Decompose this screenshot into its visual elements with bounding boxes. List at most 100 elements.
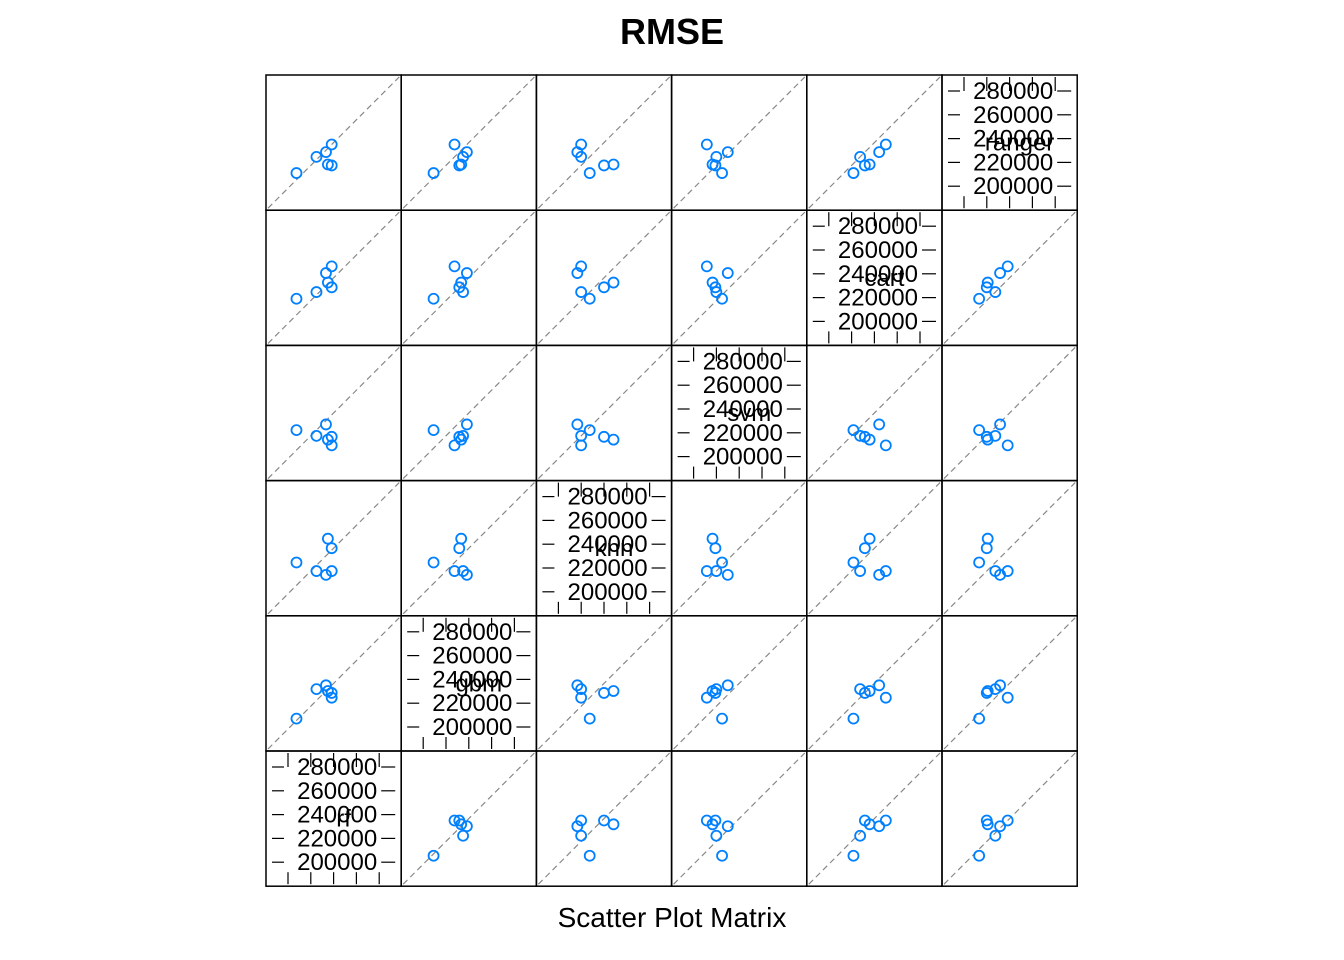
data-point — [854, 429, 867, 442]
data-point — [981, 532, 994, 545]
data-point — [709, 542, 722, 555]
diag-tick-label: 280000 — [297, 754, 377, 781]
reference-line — [402, 346, 535, 480]
data-point — [863, 158, 876, 171]
reference-line — [943, 211, 1076, 344]
data-point — [879, 565, 892, 577]
data-point — [575, 439, 588, 452]
variable-label-gbm: gbm — [455, 670, 502, 697]
variable-label-cart: cart — [864, 265, 904, 292]
diag-tick-label: 200000 — [432, 714, 512, 741]
variable-label-knn: knn — [595, 535, 634, 562]
diag-tick-label: 240000 — [432, 666, 512, 693]
diag-tick-label: 260000 — [973, 102, 1053, 129]
reference-line — [537, 211, 671, 344]
data-point — [583, 167, 596, 179]
data-point — [706, 276, 719, 289]
data-point — [455, 158, 468, 171]
data-point — [571, 267, 584, 279]
diag-tick-label: 200000 — [838, 308, 918, 335]
reference-line — [673, 482, 806, 615]
data-point — [973, 424, 986, 437]
data-point — [575, 814, 588, 827]
data-point — [879, 439, 892, 452]
data-point — [879, 814, 892, 827]
data-point — [583, 292, 596, 305]
data-point — [457, 829, 469, 842]
data-point — [721, 146, 734, 159]
data-point — [854, 829, 867, 842]
diag-tick-label: 240000 — [838, 261, 918, 288]
data-point — [427, 167, 440, 179]
data-point — [710, 829, 723, 842]
data-point — [325, 565, 338, 577]
data-point — [1001, 691, 1014, 704]
reference-line — [402, 482, 535, 615]
data-point — [453, 542, 466, 555]
diag-tick-label: 280000 — [568, 484, 648, 511]
data-point — [973, 849, 986, 862]
data-point — [873, 418, 886, 431]
data-point — [325, 260, 338, 273]
reference-line — [808, 752, 941, 885]
data-point — [575, 138, 588, 151]
variable-label-rf: rf — [336, 806, 351, 833]
reference-line — [537, 346, 671, 480]
data-point — [607, 433, 620, 446]
reference-line — [808, 76, 941, 209]
reference-line — [267, 211, 400, 344]
data-point — [873, 820, 886, 833]
data-point — [571, 679, 584, 692]
data-point — [980, 542, 993, 555]
chart-title: RMSE — [620, 11, 724, 52]
data-point — [321, 158, 334, 171]
data-point — [583, 849, 596, 862]
reference-line — [537, 76, 671, 209]
data-point — [460, 267, 473, 279]
data-point — [290, 424, 303, 437]
variable-label-svm: svm — [727, 400, 771, 427]
data-point — [448, 565, 461, 577]
reference-line — [808, 346, 941, 480]
diag-tick-label: 220000 — [703, 420, 783, 447]
data-point — [716, 556, 728, 569]
data-point — [994, 679, 1006, 692]
data-point — [427, 292, 440, 305]
data-point — [290, 556, 303, 569]
data-point — [716, 849, 728, 862]
data-point — [981, 685, 994, 697]
data-point — [598, 430, 610, 443]
reference-line — [673, 752, 806, 885]
data-point — [427, 556, 440, 569]
diag-tick-label: 260000 — [838, 237, 918, 264]
data-point — [310, 150, 323, 163]
data-point — [716, 167, 728, 179]
data-point — [981, 276, 994, 289]
reference-line — [267, 76, 400, 209]
data-point — [879, 138, 892, 151]
diag-tick-label: 280000 — [838, 213, 918, 240]
data-point — [460, 146, 473, 159]
data-point — [310, 683, 323, 696]
data-point — [973, 556, 986, 569]
data-point — [721, 267, 734, 279]
data-point — [290, 712, 303, 725]
diag-tick-label: 240000 — [568, 531, 648, 558]
data-point — [320, 418, 332, 431]
data-point — [700, 260, 713, 273]
data-point — [981, 433, 994, 446]
data-point — [873, 679, 886, 692]
reference-line — [808, 482, 941, 615]
data-point — [709, 687, 722, 699]
data-point — [847, 849, 860, 862]
data-point — [981, 818, 994, 831]
panel-border — [941, 750, 1078, 887]
data-point — [575, 691, 588, 704]
data-point — [989, 829, 1002, 842]
panels-layer: 200000220000240000260000280000ranger2000… — [265, 74, 1078, 887]
data-point — [706, 158, 719, 171]
data-point — [575, 829, 588, 842]
diag-tick-label: 200000 — [297, 849, 377, 876]
reference-line — [267, 346, 400, 480]
